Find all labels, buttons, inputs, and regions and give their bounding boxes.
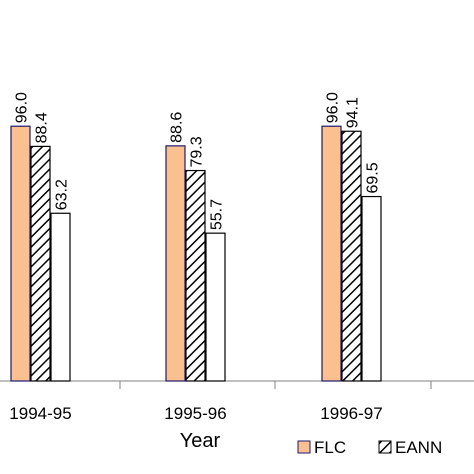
bar-eann-1994-95: [30, 145, 51, 382]
axes: [0, 380, 474, 389]
legend-label-flc: FLC: [314, 438, 346, 457]
data-label-flc-1994-95: 96.0: [14, 92, 31, 123]
data-label-flc-1996-97: 96.0: [325, 92, 342, 123]
bar-series-3-1996-97: [361, 195, 382, 382]
x-tick-labels: 1994-95 1995-96 1996-97: [9, 404, 382, 423]
data-label-eann-1994-95: 88.4: [34, 112, 51, 143]
bar-series-3-1994-95: [50, 212, 71, 382]
x-axis-title: Year: [180, 430, 221, 452]
data-labels: 96.088.463.288.679.355.796.0 94.169.5: [14, 92, 382, 230]
bar-flc-1995-96: [165, 145, 186, 382]
bar-flc-1994-95: [10, 125, 31, 382]
bar-eann-1995-96: [185, 169, 206, 382]
data-label-series-3-1996-97: 69.5: [365, 162, 382, 193]
bar-series-3-1995-96: [205, 232, 226, 382]
x-tick-label-1996-97: 1996-97: [320, 404, 382, 423]
legend-item-flc: FLC: [297, 438, 346, 457]
data-label-series-3-1994-95: 63.2: [54, 179, 71, 210]
data-label-series-3-1995-96: 55.7: [209, 199, 226, 230]
legend-swatch-eann: [378, 440, 392, 454]
data-label-flc-1995-96: 88.6: [169, 112, 186, 143]
bars: [10, 125, 382, 382]
bar-flc-1996-97: [321, 125, 342, 382]
x-tick-label-1995-96: 1995-96: [164, 404, 226, 423]
data-label-eann-1996-97: 94.1: [345, 97, 362, 128]
data-label-eann-1995-96: 79.3: [189, 136, 206, 167]
legend-label-eann: EANN: [395, 438, 442, 457]
bar-eann-1996-97: [341, 130, 362, 382]
legend-swatch-flc: [297, 440, 311, 454]
legend-item-eann: EANN: [378, 438, 442, 457]
legend: FLC EANN: [297, 438, 442, 457]
x-tick-label-1994-95: 1994-95: [9, 404, 71, 423]
